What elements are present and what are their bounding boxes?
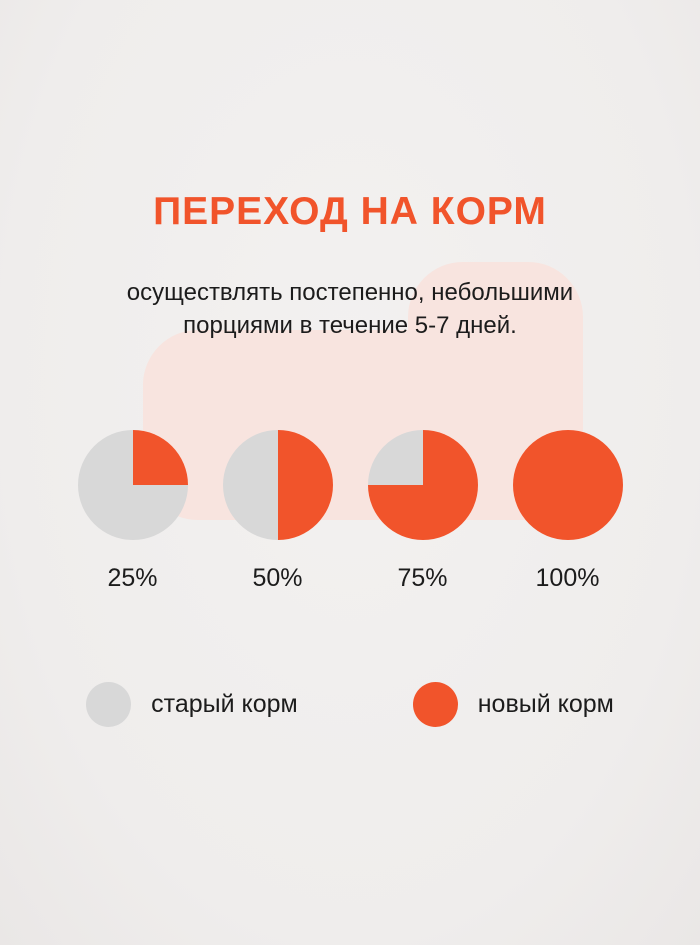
legend-color-dot xyxy=(412,682,458,727)
pie-block: 75% xyxy=(367,430,478,593)
background-blob xyxy=(143,330,583,520)
page-title: ПЕРЕХОД НА КОРМ xyxy=(153,190,547,233)
legend-item: новый корм xyxy=(412,682,614,727)
pie-row: 25% 50% 75% 100% xyxy=(0,430,700,593)
legend-label: новый корм xyxy=(477,690,614,718)
legend-row: старый корм новый корм xyxy=(0,682,700,727)
pie-percentage-label: 25% xyxy=(107,564,158,592)
pie-chart xyxy=(222,430,333,540)
pie-block: 50% xyxy=(222,430,333,593)
pie-percentage-label: 50% xyxy=(252,564,303,592)
pie-chart xyxy=(367,430,478,540)
pie-percentage-label: 100% xyxy=(535,564,600,592)
pie-chart xyxy=(77,430,188,540)
legend-label: старый корм xyxy=(151,690,298,718)
pie-percentage-label: 75% xyxy=(397,564,448,592)
subtitle-text: осуществлять постепенно, небольшими порц… xyxy=(126,279,574,340)
pie-chart xyxy=(512,430,623,540)
legend-item: старый корм xyxy=(86,682,298,727)
pie-block: 25% xyxy=(77,430,188,593)
legend-color-dot xyxy=(86,682,132,727)
pie-block: 100% xyxy=(512,430,623,593)
